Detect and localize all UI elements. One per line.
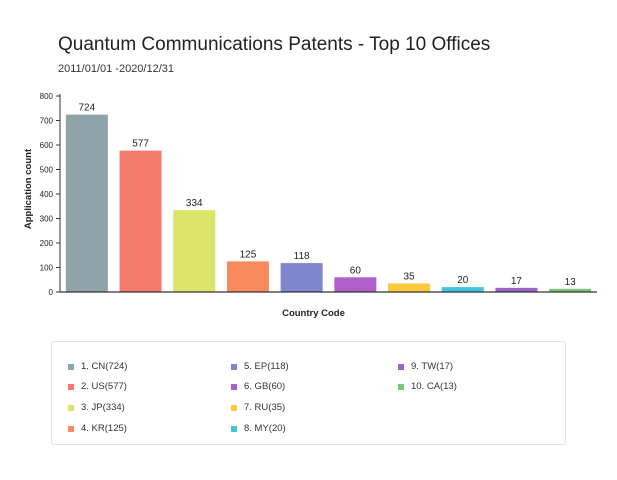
legend-swatch [68,383,74,390]
data-label-ru: 35 [403,271,415,282]
legend-swatch [68,425,74,432]
data-label-my: 20 [457,275,469,286]
y-tick-label: 700 [40,117,54,126]
legend-label: 6. GB(60) [244,381,286,392]
y-tick-label: 200 [40,239,54,248]
legend-swatch [398,383,404,390]
data-label-ca: 13 [565,277,577,288]
y-tick-label: 800 [40,92,54,101]
legend-label: 8. MY(20) [244,423,286,434]
legend-swatch [231,425,237,432]
bar-ep [280,263,323,292]
y-tick-label: 400 [40,190,54,199]
legend-label: 7. RU(35) [244,402,286,413]
bar-kr [226,261,269,292]
legend-swatch [231,383,237,390]
y-tick-label: 300 [40,215,54,224]
legend-label: 4. KR(125) [81,423,127,434]
data-label-kr: 125 [240,249,257,260]
chart-legend: 1. CN(724) 2. US(577) 3. JP(334) 4. KR(125)… [51,341,566,445]
bar-my [441,287,484,292]
legend-item-us: 2. US(577) [68,381,127,392]
legend-label: 5. EP(118) [244,361,289,372]
legend-label: 9. TW(17) [411,361,454,372]
bar-chart: 0 100 200 300 400 500 600 700 800 724 577 334 125 118… [23,92,597,319]
legend-swatch [398,363,404,370]
bar-ru [388,283,431,292]
legend-item-ca: 10. CA(13) [398,381,457,392]
chart-title: Quantum Communications Patents - Top 10 … [58,34,491,55]
legend-item-jp: 3. JP(334) [68,402,125,413]
bar-gb [334,277,377,292]
legend-item-my: 8. MY(20) [231,423,286,434]
bar-cn [65,114,108,293]
data-label-tw: 17 [511,276,523,287]
legend-swatch [68,404,74,411]
legend-label: 3. JP(334) [81,402,125,413]
legend-item-gb: 6. GB(60) [231,381,285,392]
bar-us [119,150,162,292]
data-label-gb: 60 [350,265,362,276]
y-axis-label: Application count [23,148,34,229]
legend-item-tw: 9. TW(17) [398,361,453,372]
legend-item-ru: 7. RU(35) [231,402,285,413]
chart-subtitle: 2011/01/01 -2020/12/31 [58,63,175,75]
data-label-jp: 334 [186,198,203,209]
legend-swatch [231,404,237,411]
legend-swatch [231,363,237,370]
legend-item-ep: 5. EP(118) [231,361,289,372]
legend-swatch [68,363,74,370]
data-label-cn: 724 [79,103,96,114]
legend-label: 10. CA(13) [411,381,457,392]
legend-label: 1. CN(724) [81,361,128,372]
y-tick-label: 100 [40,264,54,273]
bar-tw [495,287,538,292]
data-label-ep: 118 [294,251,310,262]
bar-jp [173,210,216,292]
y-tick-label: 600 [40,141,54,150]
data-label-us: 577 [132,139,149,150]
bar-ca [549,288,592,292]
legend-item-cn: 1. CN(724) [68,361,127,372]
y-tick-label: 0 [49,288,54,297]
legend-label: 2. US(577) [81,381,127,392]
legend-item-kr: 4. KR(125) [68,423,127,434]
x-axis-label: Country Code [282,308,345,319]
y-tick-label: 500 [40,166,54,175]
